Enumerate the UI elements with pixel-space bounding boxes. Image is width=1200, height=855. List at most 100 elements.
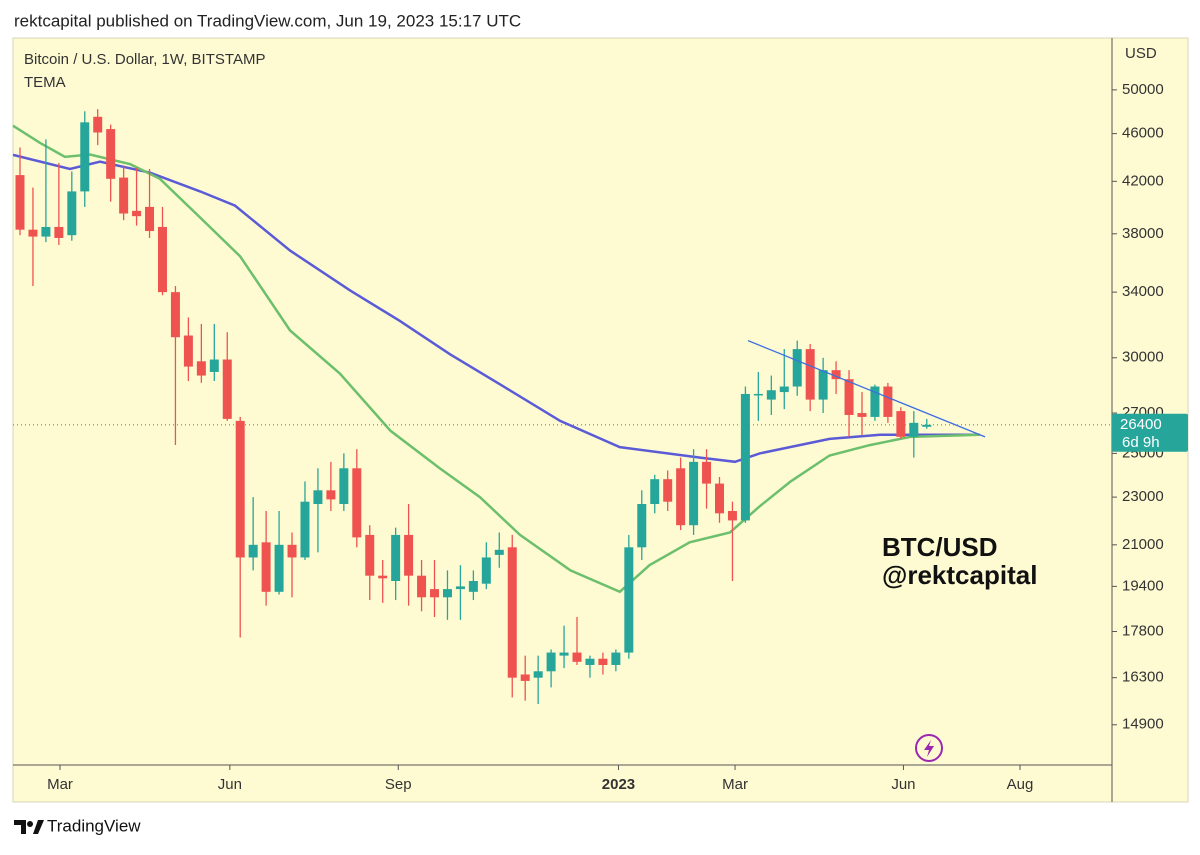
candle-body (766, 390, 776, 400)
candle-body (896, 411, 906, 437)
candle-body (417, 575, 427, 598)
candle-body (442, 589, 452, 598)
y-tick-label: 34000 (1122, 283, 1164, 300)
candle-body (663, 479, 673, 502)
chart-background (12, 37, 1189, 803)
candle-body (222, 359, 232, 419)
candle-body (313, 490, 323, 504)
candle-body (15, 175, 25, 230)
candle-body (80, 122, 90, 192)
candle-body (727, 510, 737, 521)
candle-body (857, 413, 867, 417)
candle-body (54, 226, 64, 238)
y-tick-label: 38000 (1122, 225, 1164, 242)
candle-body (183, 335, 193, 367)
candle-body (611, 652, 621, 665)
candle-body (533, 671, 543, 678)
candle-body (494, 549, 504, 555)
x-tick-label: Jun (218, 776, 242, 793)
candle-body (598, 658, 608, 665)
x-tick-label: Aug (1007, 776, 1034, 793)
candle-body (468, 581, 478, 592)
candle-body (106, 129, 116, 179)
candle-body (715, 483, 724, 514)
y-tick-label: 30000 (1122, 349, 1164, 366)
candle-body (455, 586, 465, 590)
candle-body (196, 361, 206, 376)
indicator-name: TEMA (24, 74, 66, 91)
y-tick-label: 19400 (1122, 577, 1164, 594)
candle-body (248, 544, 258, 558)
candle-body (287, 544, 297, 558)
candle-body (145, 206, 155, 232)
plot-area (12, 109, 1112, 705)
price-tag-countdown: 6d 9h (1122, 434, 1160, 451)
y-tick-label: 42000 (1122, 172, 1164, 189)
candle-body (572, 652, 582, 662)
x-tick-label: Sep (385, 776, 412, 793)
candle-body (520, 674, 530, 681)
candle-body (650, 479, 660, 504)
candle-body (404, 534, 414, 576)
trendline (747, 339, 986, 438)
candle-body (339, 468, 349, 504)
candle-body (157, 226, 167, 293)
tradingview-logo (14, 820, 44, 834)
candle-body (883, 386, 893, 417)
y-tick-label: 46000 (1122, 125, 1164, 142)
price-tag (1112, 413, 1188, 452)
y-tick-label: 23000 (1122, 488, 1164, 505)
candle-body (274, 544, 284, 592)
candle-body (831, 370, 841, 380)
candle-body (637, 503, 647, 548)
y-tick-label: 17800 (1122, 622, 1164, 639)
candle-body (779, 386, 789, 393)
candle-body (132, 210, 142, 217)
y-tick-label: 16300 (1122, 669, 1164, 686)
replay-icon (915, 734, 943, 762)
candle-body (805, 349, 815, 400)
candle-body (378, 575, 388, 579)
candle-body (870, 386, 880, 417)
x-tick-label: Mar (722, 776, 748, 793)
candle-body (546, 652, 556, 672)
candle-body (792, 349, 802, 387)
candle-body (391, 534, 401, 582)
header: rektcapital published on TradingView.com… (14, 11, 521, 30)
annotation: @rektcapital (882, 560, 1037, 590)
candle-body (170, 292, 180, 338)
candle-body (365, 534, 375, 576)
footer-brand: TradingView (47, 816, 141, 835)
candle-body (352, 468, 362, 538)
y-axis-label: USD (1125, 45, 1157, 62)
x-tick-label: 2023 (602, 776, 635, 793)
candle-body (41, 226, 51, 237)
candle-body (689, 461, 699, 526)
candle-body (28, 229, 38, 237)
candle-body (818, 370, 828, 400)
y-tick-label: 21000 (1122, 536, 1164, 553)
price-tag-value: 26400 (1120, 416, 1162, 433)
candle-body (753, 393, 763, 396)
chart-title: Bitcoin / U.S. Dollar, 1W, BITSTAMP (24, 51, 265, 68)
candle-body (235, 420, 245, 558)
candle-body (559, 652, 569, 656)
candle-body (326, 490, 336, 500)
candle-body (119, 177, 129, 214)
candle-body (430, 589, 440, 598)
x-tick-label: Jun (891, 776, 915, 793)
candle-body (481, 557, 491, 584)
candle-body (740, 393, 750, 521)
y-tick-label: 14900 (1122, 716, 1164, 733)
candle-body (67, 191, 77, 236)
candle-body (209, 359, 219, 372)
candle-body (507, 547, 517, 678)
candle-body (909, 422, 919, 437)
candle-body (585, 658, 595, 665)
annotation: BTC/USD (882, 532, 998, 562)
tema-line (12, 124, 980, 594)
candle-body (844, 379, 854, 415)
candle-body (93, 116, 103, 133)
